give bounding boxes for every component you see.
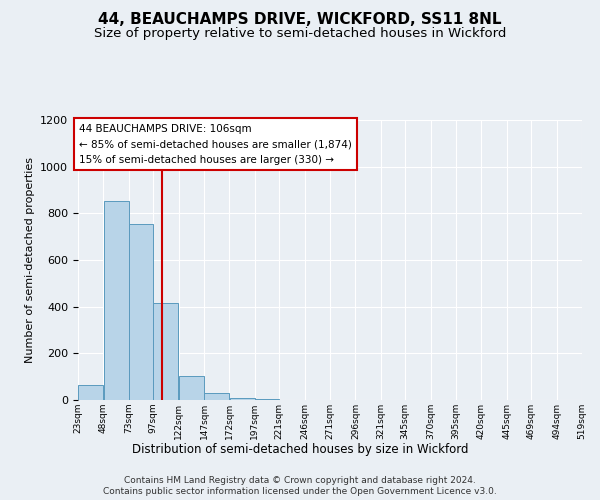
Bar [204,393,229,400]
Bar [179,376,204,400]
Text: Size of property relative to semi-detached houses in Wickford: Size of property relative to semi-detach… [94,28,506,40]
Y-axis label: Number of semi-detached properties: Number of semi-detached properties [25,157,35,363]
Text: Contains HM Land Registry data © Crown copyright and database right 2024.: Contains HM Land Registry data © Crown c… [124,476,476,485]
Bar [104,200,128,400]
Bar [154,303,178,400]
Bar [230,398,254,400]
Bar [78,385,103,400]
Text: 44, BEAUCHAMPS DRIVE, WICKFORD, SS11 8NL: 44, BEAUCHAMPS DRIVE, WICKFORD, SS11 8NL [98,12,502,28]
Text: 44 BEAUCHAMPS DRIVE: 106sqm
← 85% of semi-detached houses are smaller (1,874)
15: 44 BEAUCHAMPS DRIVE: 106sqm ← 85% of sem… [79,124,352,164]
Text: Distribution of semi-detached houses by size in Wickford: Distribution of semi-detached houses by … [132,444,468,456]
Bar [129,224,153,400]
Text: Contains public sector information licensed under the Open Government Licence v3: Contains public sector information licen… [103,488,497,496]
